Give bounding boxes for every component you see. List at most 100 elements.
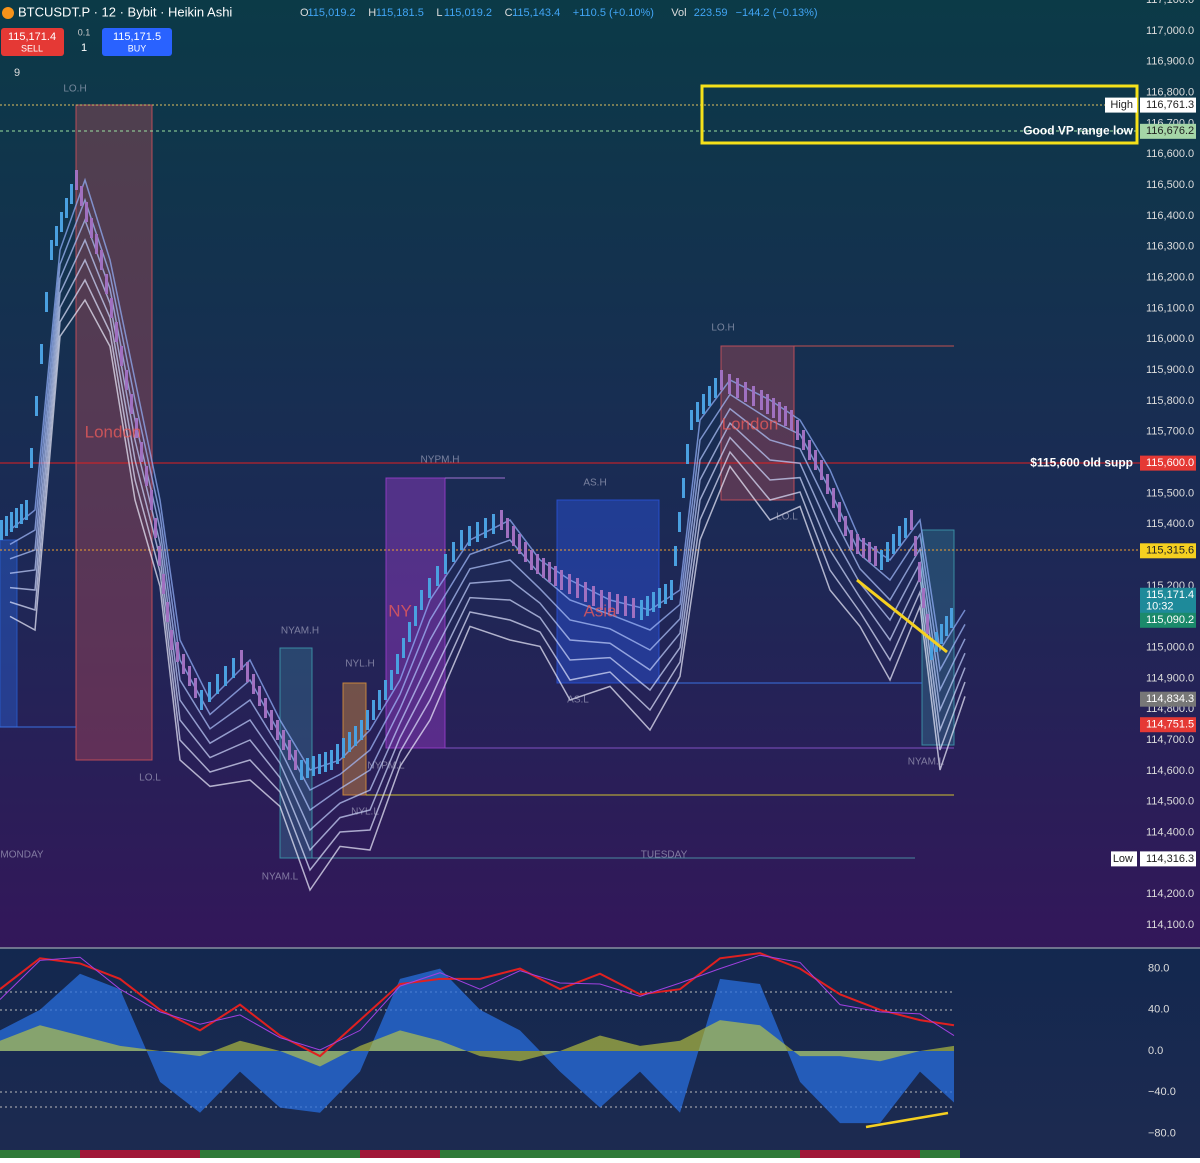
regime-bar (920, 1150, 960, 1158)
candle (200, 690, 203, 710)
candle (10, 512, 13, 532)
candle (720, 370, 723, 390)
price-badge-label-bg (1105, 97, 1137, 113)
session-label: LO.L (776, 512, 798, 523)
qty: 1 (81, 42, 87, 54)
candle (506, 518, 509, 538)
price-badge-value: 116,676.2 (1146, 125, 1194, 137)
price-badge (1140, 455, 1196, 471)
regime-bar (120, 1150, 160, 1158)
sell-button[interactable] (1, 28, 64, 56)
ema-ribbon (9, 217, 966, 812)
session-label: TUESDAY (641, 850, 688, 861)
candle (460, 530, 463, 550)
candle (80, 186, 83, 206)
candle (25, 500, 28, 520)
candle (844, 516, 847, 536)
price-tick-label: 115,900.0 (1146, 364, 1194, 376)
candle (624, 596, 627, 616)
ohlc-key: L (436, 7, 442, 19)
candle (945, 616, 948, 636)
candle (518, 534, 521, 554)
price-badge-time: 10:32 (1146, 601, 1174, 613)
indicator-count: 9 (14, 67, 20, 79)
price-badge (1140, 543, 1196, 559)
candle (856, 534, 859, 554)
qty-step: 0.1 (78, 27, 91, 37)
texts: BTCUSDT.P · 12 · Bybit · Heikin Ashi O115… (0, 0, 1196, 1139)
candle (910, 510, 913, 530)
candle (55, 226, 58, 246)
price-badge (1140, 691, 1196, 707)
candle (115, 322, 118, 342)
candle (270, 710, 273, 730)
session-label: NYAM.H (281, 626, 319, 637)
session-label: NYAM.L (262, 872, 299, 883)
candle (176, 642, 179, 662)
candle (682, 478, 685, 498)
candle (568, 574, 571, 594)
candle (150, 490, 153, 510)
candle (778, 402, 781, 422)
candle (312, 756, 315, 776)
price-tick-label: 116,200.0 (1146, 272, 1194, 284)
candle (826, 474, 829, 494)
candle (35, 396, 38, 416)
osc-area (0, 1020, 954, 1067)
candle (20, 504, 23, 524)
candle (252, 674, 255, 694)
candle (282, 730, 285, 750)
candle (436, 566, 439, 586)
candle (880, 550, 883, 570)
price-tick-label: 114,500.0 (1146, 796, 1194, 808)
ema-ribbon (9, 278, 966, 872)
price-badge-value: 115,090.2 (1146, 614, 1194, 626)
ohlc-value: +110.5 (+0.10%) (573, 7, 654, 19)
candle (318, 754, 321, 774)
regime-bar (320, 1150, 360, 1158)
candle (536, 554, 539, 574)
candle (130, 394, 133, 414)
candle (500, 510, 503, 530)
buy-button[interactable] (102, 28, 172, 56)
osc-line (0, 952, 955, 1058)
candle (796, 420, 799, 440)
candle (50, 240, 53, 260)
candle (90, 218, 93, 238)
session-label: NYPM.H (421, 455, 460, 466)
price-tick-label: 114,400.0 (1146, 826, 1194, 838)
candle (65, 198, 68, 218)
ema-ribbon (9, 298, 966, 892)
candle (904, 518, 907, 538)
candle (170, 630, 173, 650)
ohlc-value: 115,181.5 (376, 7, 424, 19)
candle (766, 394, 769, 414)
candle (342, 738, 345, 758)
candle (135, 418, 138, 438)
candle (40, 344, 43, 364)
ohlc-key: O (300, 7, 309, 19)
candle (670, 580, 673, 600)
candle (444, 554, 447, 574)
sell-price: 115,171.4 (8, 31, 56, 43)
candle (336, 744, 339, 764)
candle (390, 670, 393, 690)
session-label: MONDAY (0, 850, 43, 861)
price-tick-label: 114,900.0 (1146, 672, 1194, 684)
regime-bar (600, 1150, 640, 1158)
candle (384, 680, 387, 700)
regime-bar (40, 1150, 80, 1158)
candle (240, 650, 243, 670)
candle (592, 586, 595, 606)
price-tick-label: 114,200.0 (1146, 888, 1194, 900)
candle (640, 600, 643, 620)
price-badge-value: 114,834.3 (1146, 693, 1194, 705)
candle (802, 430, 805, 450)
candle (658, 588, 661, 608)
candle (898, 526, 901, 546)
price-tick-label: 116,400.0 (1146, 210, 1194, 222)
price-tick-label: 115,800.0 (1146, 395, 1194, 407)
regime-bar (440, 1150, 480, 1158)
ohlc-key: C (505, 7, 513, 19)
